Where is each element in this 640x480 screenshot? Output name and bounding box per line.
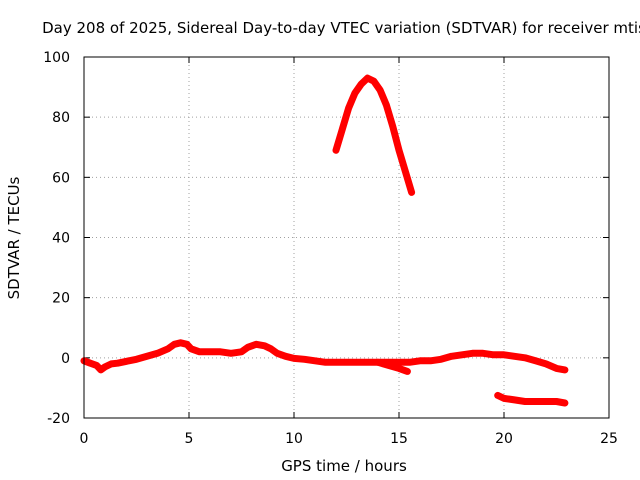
y-tick-label: 20 <box>52 291 70 307</box>
series-line-lower-segment <box>494 391 569 407</box>
plot-frame <box>83 56 610 419</box>
chart-title: Day 208 of 2025, Sidereal Day-to-day VTE… <box>42 19 640 37</box>
series-line-arc <box>332 74 416 196</box>
data-series <box>80 74 569 407</box>
x-tick-label: 10 <box>285 431 303 447</box>
y-tick-label: 60 <box>52 170 70 186</box>
y-tick-label: 40 <box>52 231 70 247</box>
tick-labels: 0 5 10 15 20 25 -20 0 20 40 60 80 100 <box>43 50 618 447</box>
y-tick-label: 100 <box>43 50 70 66</box>
x-tick-label: 15 <box>390 431 408 447</box>
y-tick-label: 0 <box>61 351 70 367</box>
x-tick-label: 5 <box>185 431 194 447</box>
x-tick-label: 25 <box>600 431 618 447</box>
y-tick-label: -20 <box>47 411 70 427</box>
series-line-main-tail <box>374 358 411 375</box>
y-axis-label: SDTVAR / TECUs <box>5 176 23 299</box>
x-tick-label: 0 <box>80 431 89 447</box>
x-axis-label: GPS time / hours <box>281 457 407 475</box>
y-tick-label: 80 <box>52 110 70 126</box>
series-line-main-baseline <box>80 339 569 374</box>
x-tick-label: 20 <box>495 431 513 447</box>
